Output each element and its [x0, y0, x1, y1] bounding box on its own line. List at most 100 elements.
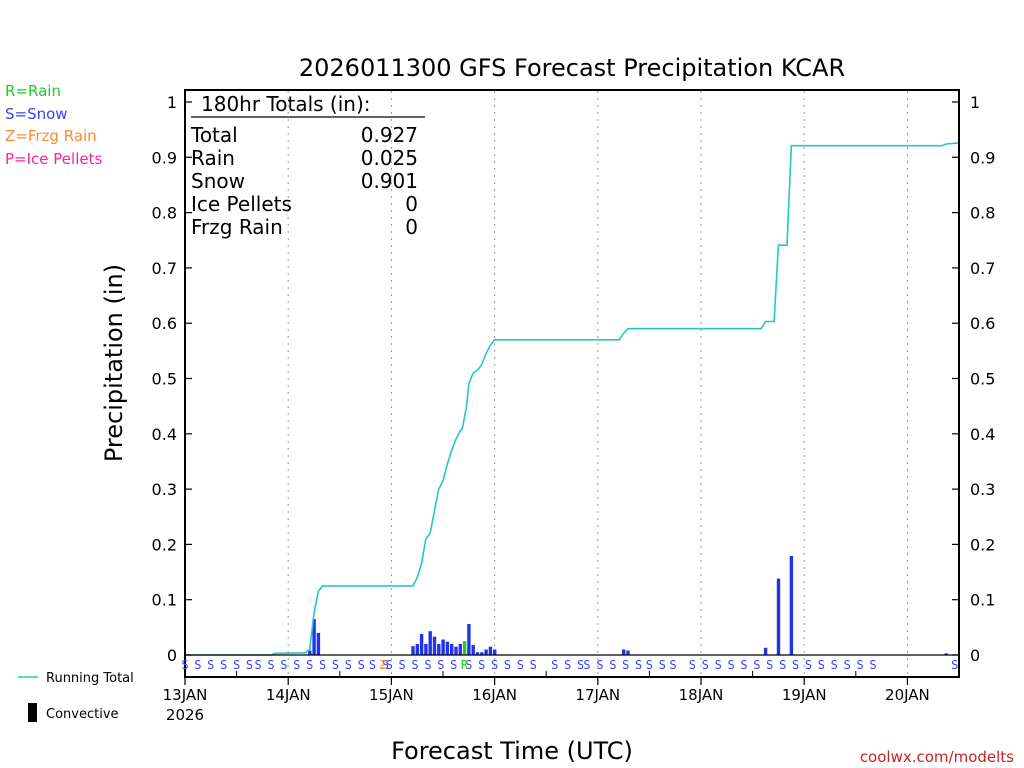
snow-symbol: S: [194, 658, 201, 672]
precip-bar: [763, 647, 768, 655]
running-total-label: Running Total: [46, 671, 134, 686]
snow-symbol: S: [411, 658, 418, 672]
snow-symbol: S: [246, 658, 253, 672]
y-tick-label-left: 0.2: [152, 535, 177, 554]
precip-bar: [488, 646, 493, 655]
snow-symbol: S: [280, 658, 287, 672]
snow-symbol: S: [450, 658, 457, 672]
watermark: coolwx.com/modelts: [860, 748, 1014, 766]
snow-symbol: S: [332, 658, 339, 672]
precip-bar: [316, 632, 321, 655]
totals-box: 180hr Totals (in): Total 0.927 Rain 0.02…: [190, 92, 425, 239]
x-tick-year-label: 2026: [166, 706, 204, 724]
precip-bar: [428, 631, 432, 655]
snow-symbol: S: [792, 658, 799, 672]
y-tick-label-left: 0.1: [152, 591, 177, 610]
totals-value-frzg-rain: 0: [405, 215, 418, 239]
snow-symbol: S: [424, 658, 431, 672]
snow-symbol: S: [465, 658, 472, 672]
precip-bar: [411, 646, 415, 655]
plot-frame: [184, 89, 960, 678]
y-tick-label-left: 1: [167, 93, 177, 112]
precip-bar: [776, 578, 781, 655]
y-tick-label-right: 0.7: [970, 259, 995, 278]
precip-bar: [454, 646, 458, 655]
y-axes: 0 00.1 0.10.2 0.20.3 0.30.4 0.40.5 0.50.6 0.60.…: [152, 93, 996, 665]
snow-symbol: S: [951, 658, 958, 672]
snow-symbol: S: [382, 658, 389, 672]
snow-symbol: S: [689, 658, 696, 672]
precip-type-legend: R=Rain S=Snow Z=Frzg Rain P=Ice Pellets: [5, 82, 102, 168]
totals-label-snow: Snow: [191, 169, 245, 193]
totals-label-total: Total: [190, 123, 238, 147]
grid-lines: [236, 91, 908, 676]
legend-frzg-rain: Z=Frzg Rain: [5, 127, 97, 145]
y-tick-label-right: 0.4: [970, 425, 995, 444]
precip-bar: [424, 643, 428, 655]
precip-bar: [480, 652, 484, 655]
precip-type-row: S S S S S S S S S S S S S S S S SS S S S S S S S S S S S S S S S S S S S S S S…: [181, 658, 958, 672]
snow-symbol: S: [702, 658, 709, 672]
y-tick-label-left: 0.7: [152, 259, 177, 278]
precip-bar: [944, 653, 948, 655]
x-axis: 13JAN 2026 14JAN 15JAN 16JAN 17JAN 18JAN 19JAN 2…: [163, 677, 930, 724]
snow-symbol: S: [345, 658, 352, 672]
y-tick-label-left: 0.5: [152, 370, 177, 389]
precip-bar: [493, 649, 497, 655]
precip-bar: [441, 639, 445, 655]
x-tick-label-20jan: 20JAN: [885, 686, 930, 704]
y-tick-label-left: 0.9: [152, 148, 177, 167]
snow-symbol: S: [669, 658, 676, 672]
y-axis-label: Precipitation (in): [100, 264, 128, 462]
y-tick-label-right: 0.1: [970, 591, 995, 610]
legend-ice-pellets: P=Ice Pellets: [5, 150, 102, 168]
totals-label-ice-pellets: Ice Pellets: [191, 192, 292, 216]
snow-symbol: S: [635, 658, 642, 672]
totals-value-rain: 0.025: [361, 146, 418, 170]
precip-bar: [415, 643, 419, 655]
snow-symbol: S: [622, 658, 629, 672]
snow-symbol: S: [844, 658, 851, 672]
snow-symbol: S: [659, 658, 666, 672]
precip-bar: [484, 649, 488, 655]
precip-bar: [450, 643, 454, 655]
snow-symbol: S: [753, 658, 760, 672]
snow-symbol: S: [609, 658, 616, 672]
legend-rain: R=Rain: [5, 82, 61, 100]
y-tick-label-right: 0: [970, 646, 980, 665]
snow-symbol: S: [386, 658, 393, 672]
x-tick-label-19jan: 19JAN: [782, 686, 827, 704]
y-tick-label-left: 0.3: [152, 480, 177, 499]
y-tick-label-right: 0.6: [970, 314, 995, 333]
precip-bar: [312, 619, 316, 655]
snow-symbol: S: [517, 658, 524, 672]
precip-bar: [626, 650, 630, 655]
precip-bar: [789, 556, 794, 655]
snow-symbol: S: [233, 658, 240, 672]
y-tick-label-right: 0.5: [970, 370, 995, 389]
y-tick-label-right: 1: [970, 93, 980, 112]
rain-symbol: R: [461, 658, 469, 672]
precip-bar: [462, 641, 467, 655]
x-axis-label: Forecast Time (UTC): [391, 737, 633, 765]
snow-symbol: S: [504, 658, 511, 672]
frzg-symbol: Z: [379, 658, 386, 672]
snow-symbol: S: [293, 658, 300, 672]
snow-symbol: S: [254, 658, 261, 672]
totals-header: 180hr Totals (in):: [201, 92, 371, 116]
snow-symbol: S: [399, 658, 406, 672]
totals-label-rain: Rain: [191, 146, 235, 170]
precip-bar: [622, 649, 626, 655]
totals-value-total: 0.927: [361, 123, 418, 147]
y-tick-label-right: 0.9: [970, 148, 995, 167]
y-tick-label-right: 0.3: [970, 480, 995, 499]
x-tick-label-14jan: 14JAN: [266, 686, 311, 704]
line-legend: Running Total Convective: [18, 671, 134, 722]
y-tick-label-right: 0.8: [970, 204, 995, 223]
totals-label-frzg-rain: Frzg Rain: [191, 215, 283, 239]
snow-symbol: S: [564, 658, 571, 672]
snow-symbol: S: [779, 658, 786, 672]
chart-title: 2026011300 GFS Forecast Precipitation KC…: [299, 54, 845, 82]
snow-symbol: S: [856, 658, 863, 672]
totals-value-ice-pellets: 0: [405, 192, 418, 216]
